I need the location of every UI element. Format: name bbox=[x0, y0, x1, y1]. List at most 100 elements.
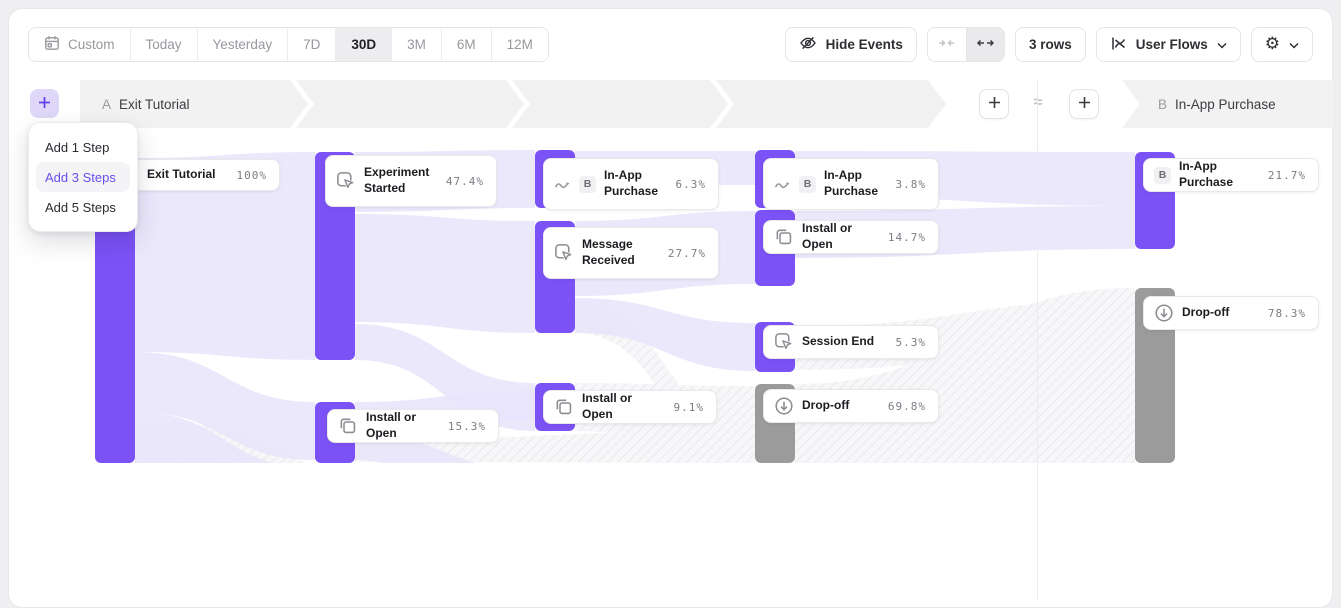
chevron-down-icon bbox=[1217, 37, 1227, 52]
copy-icon bbox=[338, 416, 358, 436]
settings-button[interactable]: ⚙ bbox=[1250, 27, 1313, 62]
flow-node-card-session-end[interactable]: Session End 5.3% bbox=[763, 325, 939, 359]
expand-columns-button[interactable] bbox=[965, 28, 1004, 61]
section-divider bbox=[1037, 80, 1038, 600]
flow-node-card-install-open-2[interactable]: Install or Open 9.1% bbox=[543, 390, 717, 424]
flow-node-label: Drop-off bbox=[1182, 305, 1230, 320]
collapse-arrows-icon bbox=[938, 36, 955, 54]
toolbar: Custom Today Yesterday 7D 30D 3M 6M 12M … bbox=[28, 27, 1313, 62]
flow-node-card-drop-off-1[interactable]: Drop-off 69.8% bbox=[763, 389, 939, 423]
date-range-yesterday[interactable]: Yesterday bbox=[197, 28, 289, 61]
flow-node-card-in-app-purchase-3[interactable]: B In-App Purchase 21.7% bbox=[1143, 158, 1319, 192]
date-range-7d[interactable]: 7D bbox=[288, 28, 337, 61]
flow-ribbon bbox=[135, 352, 315, 460]
copy-icon bbox=[774, 227, 794, 247]
gear-icon: ⚙ bbox=[1264, 34, 1280, 54]
flow-node-percentage: 21.7% bbox=[1267, 168, 1306, 182]
user-flows-screen: Custom Today Yesterday 7D 30D 3M 6M 12M … bbox=[0, 8, 1341, 608]
date-range-30d[interactable]: 30D bbox=[336, 28, 393, 61]
date-range-label: Custom bbox=[68, 37, 115, 52]
flow-node-percentage: 100% bbox=[236, 168, 267, 182]
chevron-down-icon bbox=[1289, 37, 1299, 52]
date-range-custom[interactable]: Custom bbox=[29, 28, 131, 61]
menu-item-add-3-steps[interactable]: Add 3 Steps bbox=[36, 162, 130, 192]
flow-chart-icon bbox=[1110, 35, 1127, 55]
flow-node-label: Install or Open bbox=[582, 391, 633, 421]
view-selector-button[interactable]: User Flows bbox=[1095, 27, 1241, 62]
flow-node-label: Install or Open bbox=[802, 221, 853, 251]
add-step-button[interactable] bbox=[30, 89, 59, 118]
flow-node-percentage: 6.3% bbox=[675, 177, 706, 191]
flow-ribbon bbox=[355, 214, 535, 333]
plus-icon bbox=[1078, 96, 1091, 112]
plus-icon bbox=[38, 96, 51, 112]
expand-arrows-icon bbox=[976, 36, 994, 54]
add-step-menu: Add 1 Step Add 3 Steps Add 5 Steps bbox=[28, 122, 138, 232]
dropoff-icon bbox=[774, 396, 794, 416]
autotrack-icon bbox=[774, 332, 794, 352]
autotrack-icon bbox=[336, 171, 356, 191]
flow-node-card-install-open-1[interactable]: Install or Open 15.3% bbox=[327, 409, 499, 443]
approx-symbol: ≈ bbox=[1033, 94, 1043, 111]
flow-ribbon bbox=[135, 412, 274, 463]
step-b-badge: B bbox=[579, 175, 596, 193]
step-segment-b[interactable]: B In-App Purchase bbox=[1122, 80, 1333, 128]
flow-node-label: Drop-off bbox=[802, 398, 850, 413]
flow-node-label: Experiment Started bbox=[364, 165, 430, 195]
step-segment-2[interactable] bbox=[296, 80, 524, 128]
flow-node-card-exit-tutorial[interactable]: Exit Tutorial 100% bbox=[108, 159, 280, 191]
flow-node-label: Install or Open bbox=[366, 410, 417, 440]
flow-node-label: In-App Purchase bbox=[824, 168, 879, 198]
flow-node-card-in-app-purchase-2[interactable]: B In-App Purchase 3.8% bbox=[763, 158, 939, 210]
steps-header-band: A Exit Tutorial ≈ B In-App Purchase bbox=[0, 80, 1341, 128]
toolbar-right: Hide Events bbox=[784, 27, 1313, 62]
flow-node-label: In-App Purchase bbox=[1179, 159, 1234, 189]
date-range-12m[interactable]: 12M bbox=[491, 28, 548, 61]
flow-node-percentage: 9.1% bbox=[673, 400, 704, 414]
flow-node-percentage: 27.7% bbox=[667, 246, 706, 260]
step-b-badge: B bbox=[799, 175, 816, 193]
indirect-arrow-icon bbox=[554, 178, 571, 191]
flow-node-label: In-App Purchase bbox=[604, 168, 659, 198]
flow-node-card-in-app-purchase-1[interactable]: B In-App Purchase 6.3% bbox=[543, 158, 719, 210]
eye-off-icon bbox=[799, 34, 817, 55]
flow-node-card-experiment-started[interactable]: Experiment Started 47.4% bbox=[325, 155, 497, 207]
flow-node-card-install-open-3[interactable]: Install or Open 14.7% bbox=[763, 220, 939, 254]
copy-icon bbox=[554, 397, 574, 417]
add-step-before-b-button[interactable] bbox=[979, 89, 1009, 119]
menu-item-add-5-steps[interactable]: Add 5 Steps bbox=[45, 199, 116, 215]
date-range-selector: Custom Today Yesterday 7D 30D 3M 6M 12M bbox=[28, 27, 549, 62]
step-segment-4[interactable] bbox=[716, 80, 946, 128]
flow-ribbon bbox=[135, 152, 315, 360]
flow-node-percentage: 3.8% bbox=[895, 177, 926, 191]
indirect-arrow-icon bbox=[774, 178, 791, 191]
step-b-badge: B bbox=[1154, 166, 1171, 184]
flow-node-label: Session End bbox=[802, 334, 875, 349]
collapse-columns-button[interactable] bbox=[927, 28, 966, 61]
step-segment-3[interactable] bbox=[512, 80, 728, 128]
plus-icon bbox=[988, 96, 1001, 112]
flow-node-percentage: 14.7% bbox=[887, 230, 926, 244]
add-step-section-b-button[interactable] bbox=[1069, 89, 1099, 119]
flow-ribbon bbox=[575, 298, 755, 371]
calendar-icon bbox=[44, 35, 60, 54]
autotrack-icon bbox=[554, 243, 574, 263]
flow-node-percentage: 5.3% bbox=[895, 335, 926, 349]
flow-node-percentage: 47.4% bbox=[445, 174, 484, 188]
flow-node-label: Message Received bbox=[582, 237, 635, 267]
date-range-3m[interactable]: 3M bbox=[392, 28, 442, 61]
collapse-expand-toggle bbox=[926, 27, 1005, 62]
rows-button[interactable]: 3 rows bbox=[1014, 27, 1086, 62]
flow-node-card-drop-off-2[interactable]: Drop-off 78.3% bbox=[1143, 296, 1319, 330]
date-range-today[interactable]: Today bbox=[130, 28, 198, 61]
menu-item-add-1-step[interactable]: Add 1 Step bbox=[45, 139, 110, 155]
flow-node-percentage: 78.3% bbox=[1267, 306, 1306, 320]
flow-node-percentage: 15.3% bbox=[447, 419, 486, 433]
flow-node-label: Exit Tutorial bbox=[147, 167, 216, 182]
flow-node-percentage: 69.8% bbox=[887, 399, 926, 413]
step-segment-a[interactable]: A Exit Tutorial bbox=[80, 80, 308, 128]
date-range-6m[interactable]: 6M bbox=[441, 28, 492, 61]
flow-node-card-message-received[interactable]: Message Received 27.7% bbox=[543, 227, 719, 279]
dropoff-icon bbox=[1154, 303, 1174, 323]
hide-events-button[interactable]: Hide Events bbox=[784, 27, 917, 62]
